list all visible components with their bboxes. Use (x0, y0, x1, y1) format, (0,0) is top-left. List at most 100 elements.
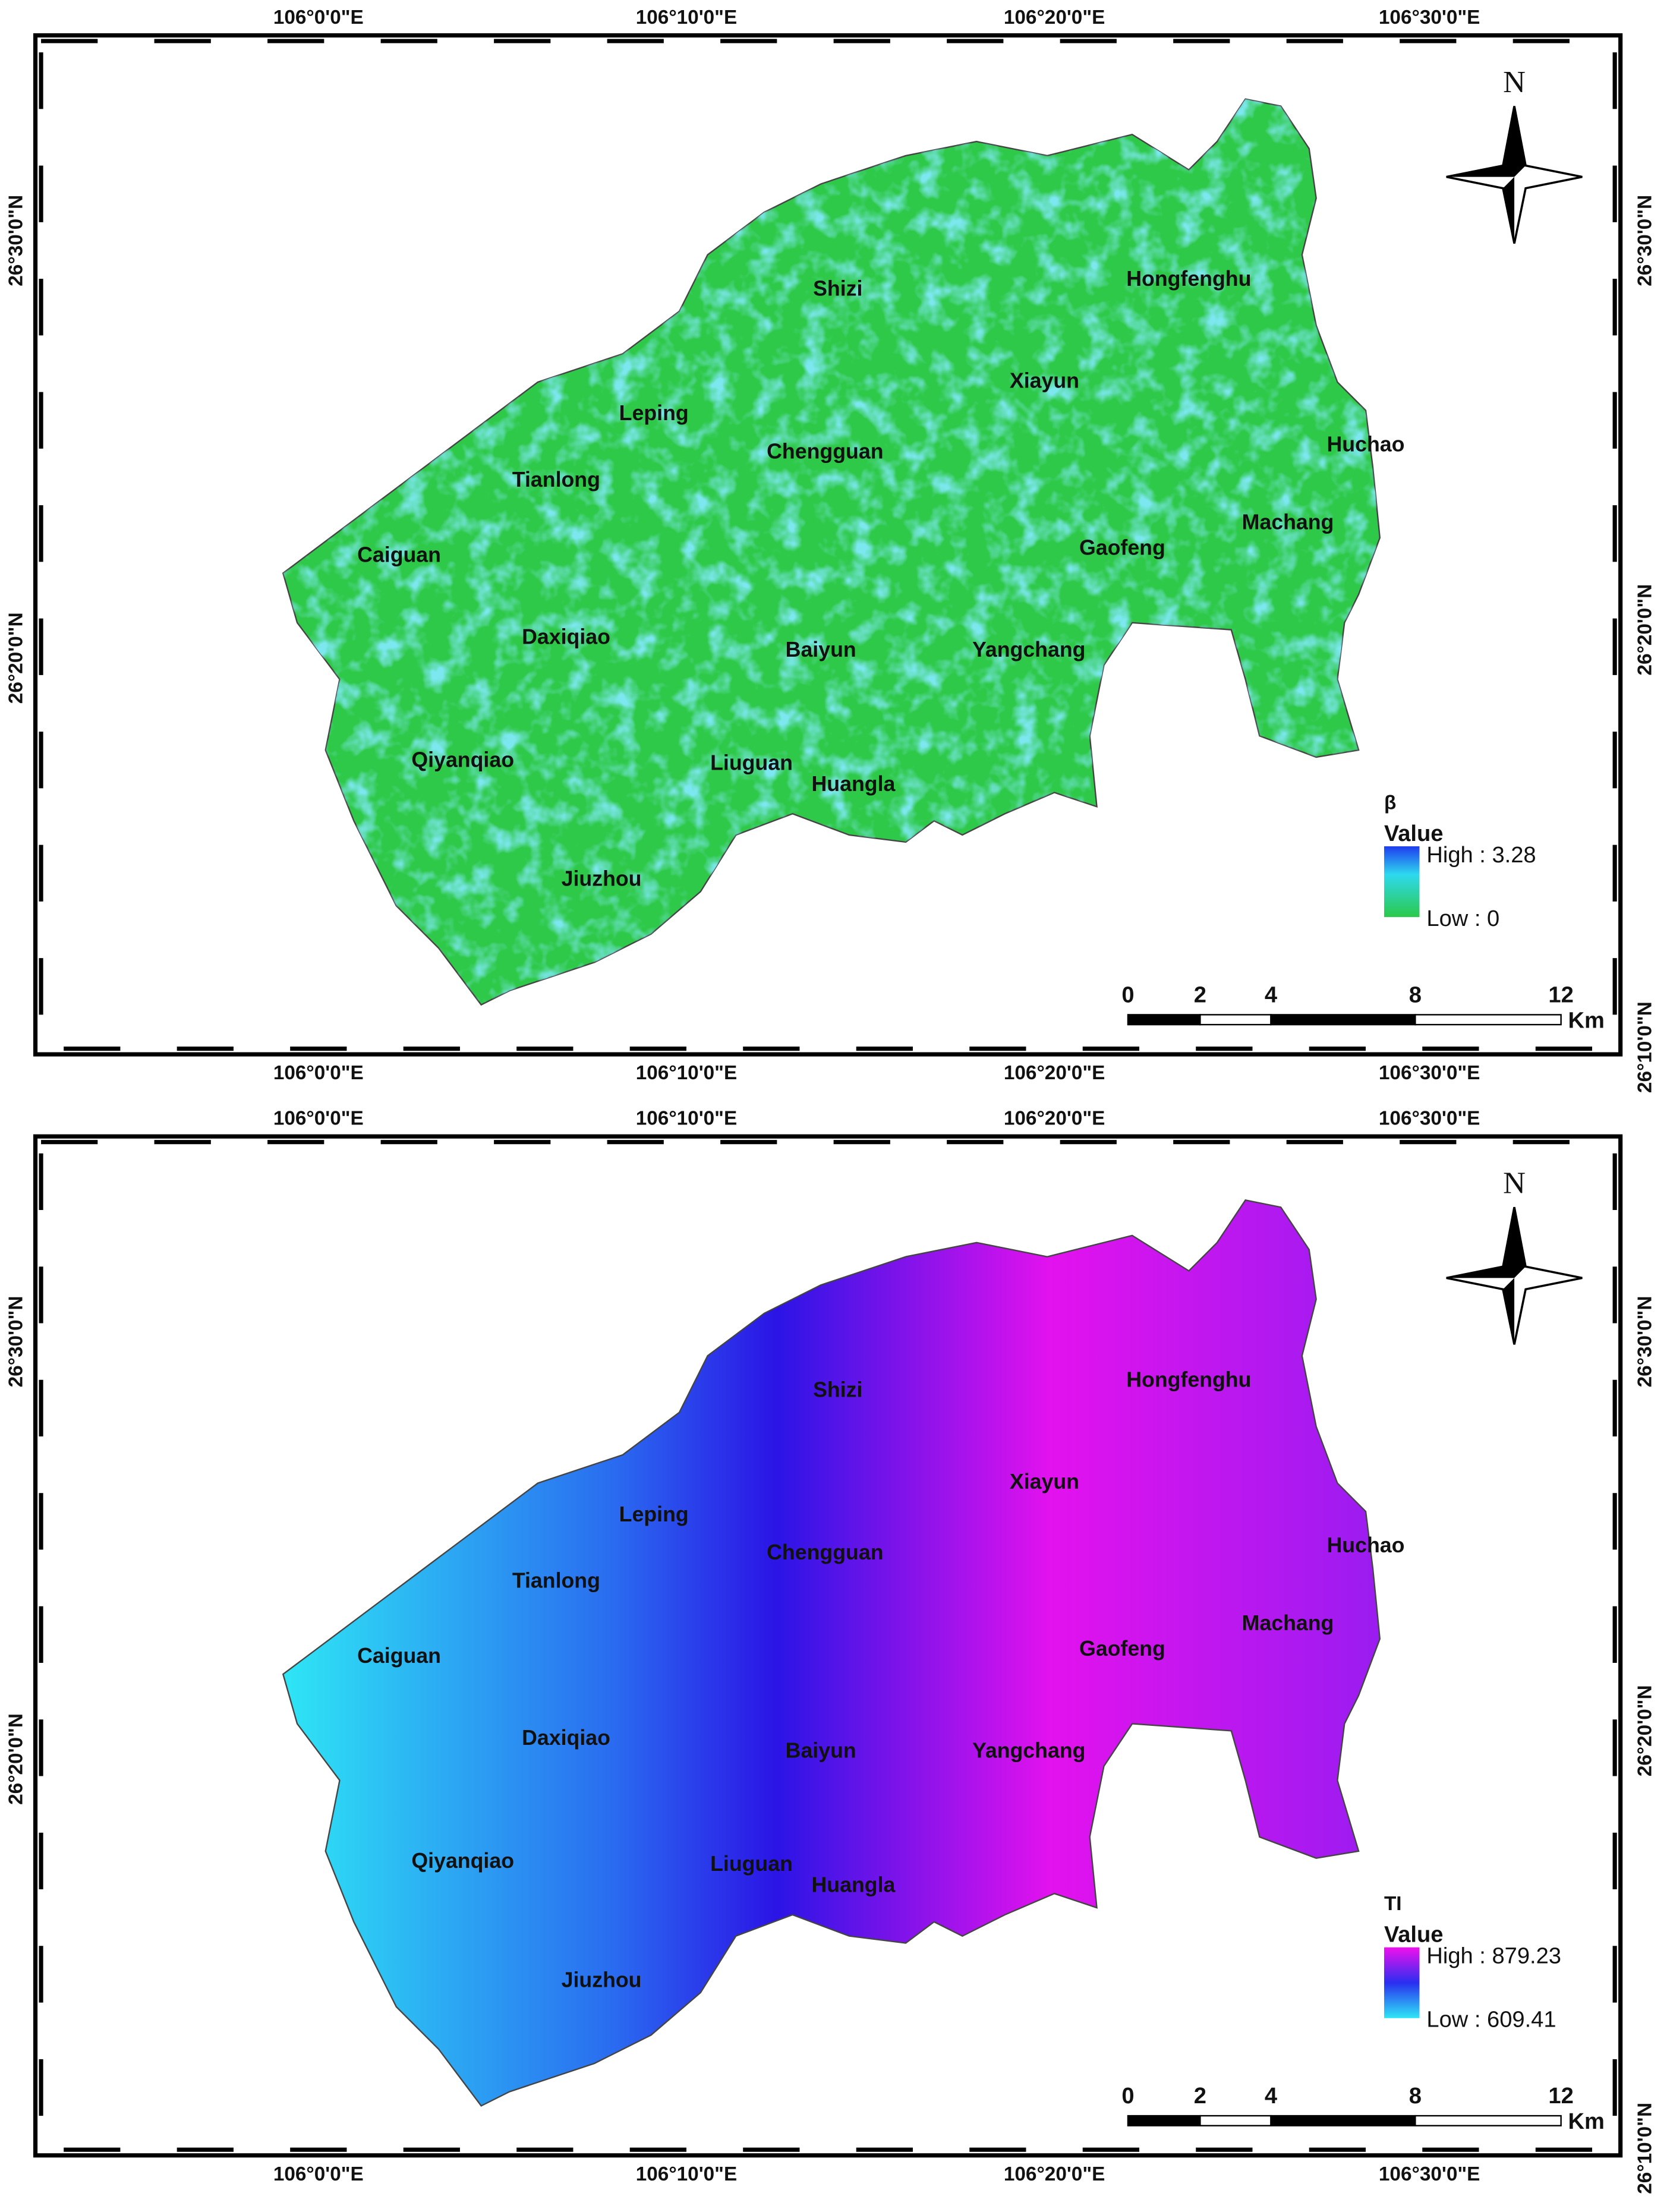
map-panel: 106°0'0"E 106°10'0"E 106°20'0"E 106°30'0"E 1… (5, 7, 1656, 1093)
lon-label: 106°30'0"E (1379, 1062, 1480, 1084)
legend-ramp (1384, 846, 1420, 918)
place-label: Huchao (1327, 433, 1405, 456)
place-label: Liuguan (710, 1852, 793, 1876)
place-label: Shizi (813, 277, 862, 301)
place-label: Gaofeng (1079, 535, 1165, 559)
lon-label: 106°10'0"E (636, 2163, 738, 2185)
place-label: Hongfenghu (1126, 1368, 1251, 1392)
place-label: Qiyanqiao (411, 1849, 514, 1873)
lat-label: 26°10'0"N (1634, 2103, 1656, 2194)
place-label: Huangla (812, 772, 896, 796)
place-label: Baiyun (786, 1739, 856, 1763)
scale-bar (1270, 2115, 1416, 2126)
lat-label: 26°10'0"N (1634, 1001, 1656, 1093)
place-label: Qiyanqiao (411, 748, 514, 772)
scale-bar (1199, 1014, 1272, 1026)
frame-ticks (39, 39, 1617, 1051)
north-label: N (1503, 1166, 1526, 1200)
place-label: Daxiqiao (522, 1726, 610, 1750)
lon-label: 106°0'0"E (273, 7, 364, 29)
lon-label: 106°20'0"E (1004, 2163, 1105, 2185)
lat-label: 26°20'0"N (1634, 584, 1656, 676)
frame-ticks (39, 1140, 1617, 2152)
lon-label: 106°20'0"E (1004, 1062, 1105, 1084)
scale-bar (1414, 2115, 1562, 2126)
scale-bar (1414, 1014, 1562, 1026)
scale-tick: 8 (1409, 983, 1422, 1008)
lon-label: 106°0'0"E (273, 1062, 364, 1084)
legend-low: Low : 609.41 (1426, 2008, 1556, 2033)
lat-label: 26°30'0"N (1634, 1296, 1656, 1388)
place-label: Machang (1242, 1611, 1334, 1635)
frame (33, 33, 1623, 1057)
place-label: Caiguan (357, 543, 441, 566)
place-label: Shizi (813, 1378, 862, 1401)
region-texture (283, 99, 1380, 1005)
compass-shade (1446, 106, 1526, 244)
place-label: Huchao (1327, 1533, 1405, 1557)
place-label: Caiguan (357, 1644, 441, 1668)
lon-label: 106°20'0"E (1004, 1107, 1105, 1129)
scale-tick: 12 (1548, 983, 1573, 1008)
lat-label: 26°30'0"N (1634, 195, 1656, 286)
lon-label: 106°0'0"E (273, 2163, 364, 2185)
legend-ramp (1384, 1947, 1420, 2018)
place-label: Xiayun (1010, 368, 1079, 392)
lon-label: 106°30'0"E (1379, 2163, 1480, 2185)
place-label: Chengguan (767, 1540, 883, 1564)
place-label: Liuguan (710, 751, 793, 774)
place-label: Hongfenghu (1126, 267, 1251, 291)
legend-low: Low : 0 (1426, 906, 1499, 931)
scale-tick: 2 (1194, 983, 1206, 1008)
place-label: Yangchang (972, 638, 1085, 661)
place-label: Tianlong (512, 1569, 600, 1593)
compass-shade (1446, 1207, 1526, 1345)
place-label: Chengguan (767, 439, 883, 463)
lat-label: 26°30'0"N (5, 1296, 27, 1388)
place-label: Jiuzhou (562, 867, 642, 891)
lon-label: 106°20'0"E (1004, 7, 1105, 29)
place-label: Xiayun (1010, 1470, 1079, 1493)
map-panel: 106°0'0"E 106°10'0"E 106°20'0"E 106°30'0"E 1… (5, 1107, 1656, 2194)
place-label: Leping (619, 401, 689, 425)
scale-tick: 4 (1265, 2084, 1277, 2109)
lat-label: 26°20'0"N (1634, 1685, 1656, 1776)
legend-high: High : 879.23 (1426, 1943, 1561, 1968)
scale-tick: 0 (1121, 2084, 1134, 2109)
scale-bar (1270, 1014, 1416, 1026)
legend-title: β (1384, 792, 1396, 814)
legend-high: High : 3.28 (1426, 843, 1536, 868)
lat-label: 26°20'0"N (5, 612, 27, 704)
lon-label: 106°30'0"E (1379, 7, 1480, 29)
scale-tick: 12 (1548, 2084, 1573, 2109)
north-label: N (1503, 65, 1526, 99)
place-label: Leping (619, 1502, 689, 1526)
scale-tick: 4 (1265, 983, 1277, 1008)
scale-bar (1199, 2115, 1272, 2126)
legend-title: TI (1384, 1893, 1402, 1915)
lon-label: 106°10'0"E (636, 1062, 738, 1084)
place-label: Tianlong (512, 468, 600, 491)
scale-bar (1127, 2115, 1201, 2126)
place-label: Yangchang (972, 1739, 1085, 1763)
scale-bar (1127, 1014, 1201, 1026)
scale-tick: 8 (1409, 2084, 1422, 2109)
legend-field: Value (1384, 821, 1444, 846)
legend-field: Value (1384, 1923, 1444, 1948)
lon-label: 106°10'0"E (636, 1107, 738, 1129)
lon-label: 106°30'0"E (1379, 1107, 1480, 1129)
scale-unit: Km (1568, 2109, 1605, 2134)
lon-label: 106°0'0"E (273, 1107, 364, 1129)
lon-label: 106°10'0"E (636, 7, 738, 29)
lat-label: 26°30'0"N (5, 195, 27, 286)
lat-label: 26°20'0"N (5, 1713, 27, 1805)
place-label: Daxiqiao (522, 625, 610, 648)
place-label: Huangla (812, 1873, 896, 1897)
scale-tick: 0 (1121, 983, 1134, 1008)
scale-tick: 2 (1194, 2084, 1206, 2109)
place-label: Gaofeng (1079, 1637, 1165, 1660)
frame (33, 1134, 1623, 2158)
place-label: Machang (1242, 511, 1334, 534)
